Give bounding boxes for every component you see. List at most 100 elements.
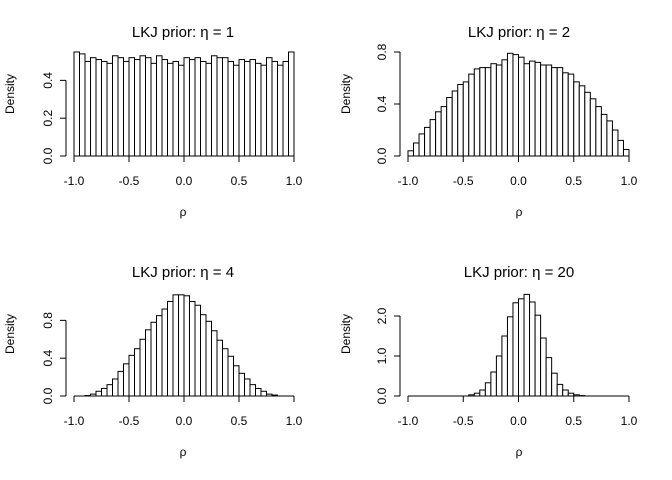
histogram-bar [183, 295, 190, 397]
histogram-bar [244, 378, 251, 397]
histogram-bar [84, 60, 91, 157]
histogram-bar [117, 370, 124, 397]
histogram-bar [451, 90, 459, 157]
histogram-bar [484, 382, 492, 397]
x-tick-label: -0.5 [119, 174, 140, 188]
histogram-bars [73, 51, 295, 157]
histogram-bar [222, 348, 229, 397]
histogram-bar [545, 64, 553, 157]
x-tick-label: -1.0 [398, 174, 419, 188]
histogram-bar [424, 126, 431, 157]
y-tick-label: 0.0 [41, 147, 55, 164]
histogram-bar [589, 98, 597, 157]
histogram-bar [178, 64, 185, 157]
histogram-bar [172, 60, 179, 157]
histogram-bar [540, 337, 547, 397]
histogram-bar [106, 384, 113, 397]
histogram-bar [156, 315, 163, 397]
x-tick-label: 0.0 [176, 414, 193, 428]
histogram-bar [595, 106, 602, 157]
histogram-bar [562, 389, 569, 397]
y-tick-label: 0.0 [375, 387, 389, 404]
histogram-bar [205, 320, 212, 397]
x-tick-label: 0.5 [231, 414, 248, 428]
histogram-bar [523, 63, 531, 157]
y-tick-label: 0.0 [375, 147, 389, 164]
histogram-bar [518, 56, 525, 157]
histogram-bar [468, 73, 475, 157]
histogram-bar [139, 338, 146, 397]
histogram-bar [606, 120, 613, 157]
histogram-bar [106, 62, 113, 157]
histogram-bar [178, 294, 185, 397]
histogram-bar [167, 62, 174, 157]
histogram-bar [117, 57, 124, 157]
x-tick-label: -1.0 [64, 414, 85, 428]
histogram-bar [282, 60, 289, 157]
histogram-bar [611, 129, 619, 157]
histogram-bar [495, 64, 503, 157]
histogram-bar [172, 294, 179, 397]
y-tick-label: 0.2 [41, 110, 55, 127]
chart-panel-2: LKJ prior: η = 2 -1.0 -0.5 0.0 0.5 1.0 0.0 0.4 0… [339, 24, 638, 219]
histogram-bar [134, 59, 141, 157]
histogram-bar [556, 67, 564, 157]
chart-title: LKJ prior: η = 4 [132, 264, 234, 281]
histogram-bar [150, 62, 157, 157]
chart-panel-3: LKJ prior: η = 4 -1.0 -0.5 0.0 0.5 1.0 0.0 0.4 0… [3, 264, 303, 459]
histogram-bar [233, 365, 240, 397]
histogram-bar [200, 60, 207, 157]
histogram-bar [128, 57, 135, 157]
histogram-bar [418, 133, 426, 157]
histogram-bar [255, 62, 262, 157]
histogram-bar [440, 106, 448, 157]
x-tick-label: 0.5 [231, 174, 248, 188]
histogram-bar [551, 372, 558, 397]
chart-panel-4: LKJ prior: η = 20 -1.0 -0.5 0.0 0.5 1.0 0.0 1.0… [339, 264, 638, 459]
y-axis-label: Density [3, 314, 17, 354]
x-tick-label: 1.0 [286, 414, 303, 428]
y-tick-label: 0.0 [41, 387, 55, 404]
histogram-bar [495, 355, 503, 397]
y-tick-label: 0.4 [41, 350, 55, 367]
histogram-bar [95, 59, 102, 157]
histogram-bar [222, 57, 229, 157]
histogram-bar [101, 387, 108, 397]
histogram-bar [139, 55, 146, 157]
histogram-bar [249, 384, 256, 397]
histogram-bar [194, 304, 201, 397]
histogram-bar [260, 64, 267, 157]
histogram-bar [484, 67, 492, 157]
histogram-bar [457, 84, 464, 157]
histogram-bar [413, 142, 420, 157]
histogram-bar [584, 91, 591, 157]
histogram-bar [123, 363, 130, 397]
histogram-bar [429, 119, 437, 157]
histogram-bar [271, 60, 278, 157]
histogram-bar [529, 301, 536, 397]
histogram-bar [134, 348, 141, 397]
histogram-bar [556, 383, 564, 397]
y-axis-label: Density [339, 314, 353, 354]
histogram-bar [227, 355, 234, 397]
histogram-bar [529, 60, 536, 157]
histogram-bar [600, 113, 608, 157]
x-tick-label: -1.0 [398, 414, 419, 428]
x-tick-label: 0.0 [510, 174, 527, 188]
histogram-bar [567, 73, 575, 157]
histogram-bar [233, 64, 240, 157]
histogram-bar [512, 54, 519, 157]
histogram-bar [446, 97, 453, 157]
x-tick-label: -0.5 [453, 174, 474, 188]
histogram-bar [518, 298, 525, 397]
y-tick-label: 0.8 [41, 312, 55, 329]
histogram-bar [128, 354, 135, 397]
histogram-bar [534, 314, 542, 397]
histogram-bar [189, 59, 196, 157]
histogram-bar [266, 57, 273, 157]
histogram-bar [161, 308, 168, 397]
x-tick-label: 1.0 [621, 174, 638, 188]
x-tick-label: -1.0 [64, 174, 85, 188]
histogram-bar [551, 67, 558, 157]
